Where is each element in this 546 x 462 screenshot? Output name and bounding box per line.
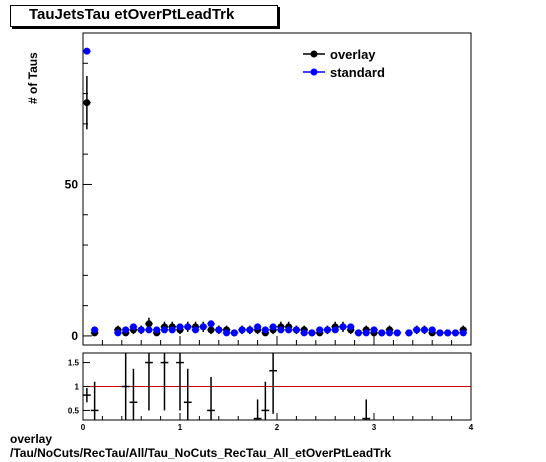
ratio-plot-frame bbox=[82, 352, 472, 421]
data-point bbox=[153, 326, 161, 334]
data-point bbox=[129, 323, 137, 331]
data-point bbox=[436, 329, 444, 337]
data-point bbox=[160, 326, 168, 334]
data-point bbox=[184, 323, 192, 331]
data-point bbox=[459, 329, 467, 337]
data-point bbox=[451, 329, 459, 337]
data-point bbox=[207, 320, 215, 328]
main-plot-ticks: 0 50 bbox=[65, 62, 472, 345]
ratio-y-tick-label: 1.5 bbox=[68, 359, 80, 368]
data-point bbox=[137, 326, 145, 334]
data-point bbox=[370, 326, 378, 334]
standard-series bbox=[83, 47, 468, 337]
data-point bbox=[347, 323, 355, 331]
y-tick-label: 50 bbox=[65, 177, 79, 191]
ratio-x-tick-label: 4 bbox=[469, 423, 474, 432]
data-point bbox=[316, 326, 324, 334]
ratio-x-tick-label: 3 bbox=[372, 423, 377, 432]
legend-marker-overlay bbox=[310, 50, 318, 58]
data-point bbox=[261, 326, 269, 334]
data-point bbox=[199, 323, 207, 331]
data-point bbox=[393, 329, 401, 337]
data-point bbox=[285, 326, 293, 334]
data-point bbox=[269, 323, 277, 331]
data-point bbox=[145, 326, 153, 334]
data-point bbox=[114, 329, 122, 337]
data-point bbox=[339, 323, 347, 331]
data-point bbox=[354, 329, 362, 337]
data-point bbox=[386, 329, 394, 337]
data-point bbox=[192, 326, 200, 334]
data-point bbox=[292, 326, 300, 334]
data-point bbox=[122, 326, 130, 334]
data-point bbox=[83, 99, 91, 107]
data-point bbox=[323, 326, 331, 334]
ratio-plot-ticks: 0.5 1 1.5 0 1 2 3 4 bbox=[68, 359, 474, 432]
data-point bbox=[428, 326, 436, 334]
data-point bbox=[246, 326, 254, 334]
data-point bbox=[420, 326, 428, 334]
data-point bbox=[405, 329, 413, 337]
ratio-y-tick-label: 0.5 bbox=[68, 406, 80, 415]
data-point bbox=[331, 326, 339, 334]
data-point bbox=[230, 329, 238, 337]
ratio-x-tick-label: 2 bbox=[275, 423, 280, 432]
legend-label-overlay: overlay bbox=[330, 47, 376, 62]
data-point bbox=[254, 323, 262, 331]
caption-line-2: /Tau/NoCuts/RecTau/All/Tau_NoCuts_RecTau… bbox=[10, 446, 392, 460]
legend: overlay standard bbox=[303, 47, 385, 80]
data-point bbox=[378, 329, 386, 337]
ratio-x-tick-label: 0 bbox=[81, 423, 86, 432]
data-point bbox=[215, 326, 223, 334]
data-point bbox=[300, 329, 308, 337]
data-point bbox=[176, 323, 184, 331]
legend-marker-standard bbox=[310, 68, 318, 76]
y-tick-label: 0 bbox=[71, 329, 78, 343]
data-point bbox=[444, 329, 452, 337]
main-plot-frame bbox=[82, 32, 472, 346]
data-point bbox=[308, 329, 316, 337]
chart-title-box: TauJetsTau etOverPtLeadTrk bbox=[10, 5, 278, 27]
data-point bbox=[83, 47, 91, 55]
chart-title: TauJetsTau etOverPtLeadTrk bbox=[29, 6, 235, 23]
data-point bbox=[362, 329, 370, 337]
ratio-y-tick-label: 1 bbox=[75, 383, 80, 392]
data-point bbox=[238, 326, 246, 334]
data-point bbox=[277, 326, 285, 334]
main-plot-border bbox=[82, 32, 472, 346]
ratio-x-tick-label: 1 bbox=[178, 423, 183, 432]
data-point bbox=[91, 326, 99, 334]
data-point bbox=[223, 329, 231, 337]
data-point bbox=[207, 326, 215, 334]
caption-line-1: overlay bbox=[10, 432, 53, 446]
legend-label-standard: standard bbox=[330, 65, 385, 80]
data-point bbox=[168, 326, 176, 334]
ratio-series bbox=[83, 353, 371, 420]
data-point bbox=[145, 320, 153, 328]
data-point bbox=[413, 326, 421, 334]
overlay-series bbox=[83, 76, 468, 337]
